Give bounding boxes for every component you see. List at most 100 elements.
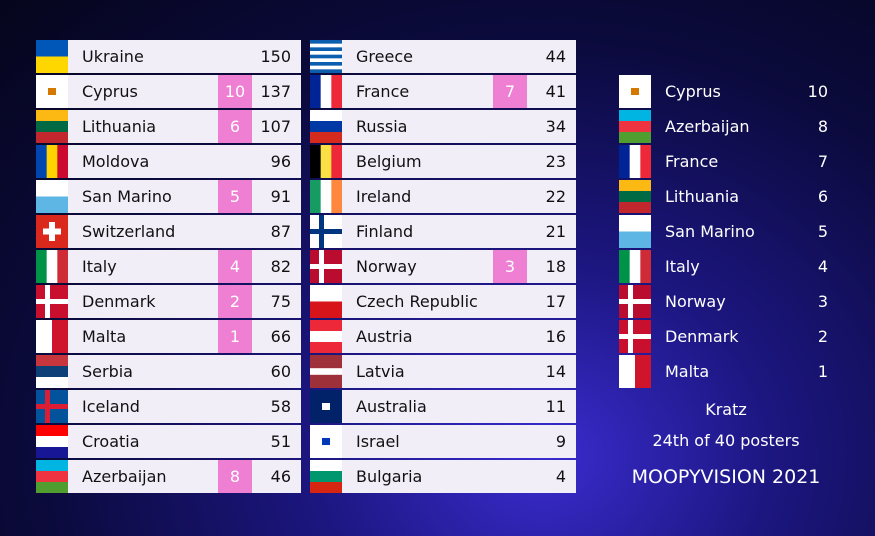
total-score: 23 [545,152,566,171]
footer-title: MOOPYVISION 2021 [631,466,821,488]
country-name: Lithuania [665,187,740,206]
score-row: Norway 3 18 [310,250,576,283]
flag [619,320,651,353]
total-score: 16 [545,327,566,346]
flag [36,460,68,493]
total-score: 14 [545,362,566,381]
flag [36,250,68,283]
total-score: 150 [260,47,291,66]
score-row: Malta 1 66 [36,320,301,353]
flag [619,355,651,388]
points-received: 4 [218,250,252,283]
flag [310,110,342,143]
points-given: 5 [817,222,828,241]
score-row: France 7 41 [310,75,576,108]
flag [310,285,342,318]
score-row: Croatia 51 [36,425,301,458]
points-received: 6 [218,110,252,143]
country-name: Denmark [665,327,739,346]
points-given: 2 [817,327,828,346]
country-name: Israel [356,432,400,451]
score-row: Russia 34 [310,110,576,143]
country-name: Serbia [82,362,133,381]
flag [310,40,342,73]
country-name: Belgium [356,152,422,171]
flag [36,390,68,423]
flag [36,425,68,458]
flag [36,110,68,143]
country-name: Bulgaria [356,467,423,486]
total-score: 17 [545,292,566,311]
country-name: Denmark [82,292,156,311]
total-score: 21 [545,222,566,241]
voter-name: Kratz [705,400,747,419]
flag [36,355,68,388]
points-received: 10 [218,75,252,108]
total-score: 96 [270,152,291,171]
flag [36,40,68,73]
total-score: 60 [270,362,291,381]
country-name: Norway [665,292,726,311]
score-row: Ukraine 150 [36,40,301,73]
country-name: Italy [665,257,700,276]
flag [36,145,68,178]
jury-row: Lithuania 6 [619,180,838,213]
total-score: 22 [545,187,566,206]
country-name: Azerbaijan [665,117,750,136]
score-row: Moldova 96 [36,145,301,178]
points-received: 5 [218,180,252,213]
country-name: Finland [356,222,414,241]
country-name: Norway [356,257,417,276]
total-score: 41 [545,82,566,101]
flag [36,320,68,353]
points-given: 1 [817,362,828,381]
score-row: Austria 16 [310,320,576,353]
points-received: 8 [218,460,252,493]
country-name: Italy [82,257,117,276]
flag [310,425,342,458]
country-name: Russia [356,117,408,136]
jury-row: Denmark 2 [619,320,838,353]
jury-row: Norway 3 [619,285,838,318]
country-name: Ireland [356,187,412,206]
country-name: Latvia [356,362,405,381]
flag [310,460,342,493]
score-row: Azerbaijan 8 46 [36,460,301,493]
score-row: Ireland 22 [310,180,576,213]
score-row: Iceland 58 [36,390,301,423]
flag [36,75,68,108]
country-name: Greece [356,47,413,66]
voter-rank: 24th of 40 posters [652,431,800,450]
flag [310,250,342,283]
score-row: Denmark 2 75 [36,285,301,318]
total-score: 18 [545,257,566,276]
score-row: Italy 4 82 [36,250,301,283]
score-row: Cyprus 10 137 [36,75,301,108]
total-score: 44 [545,47,566,66]
flag [619,215,651,248]
score-row: Latvia 14 [310,355,576,388]
flag [310,390,342,423]
score-row: Israel 9 [310,425,576,458]
country-name: France [356,82,410,101]
country-name: San Marino [82,187,172,206]
total-score: 137 [260,82,291,101]
total-score: 46 [270,467,291,486]
points-given: 3 [817,292,828,311]
total-score: 82 [270,257,291,276]
jury-row: Italy 4 [619,250,838,283]
total-score: 66 [270,327,291,346]
jury-row: France 7 [619,145,838,178]
flag [619,110,651,143]
country-name: Azerbaijan [82,467,167,486]
points-received: 2 [218,285,252,318]
jury-row: San Marino 5 [619,215,838,248]
score-row: Lithuania 6 107 [36,110,301,143]
country-name: France [665,152,719,171]
total-score: 75 [270,292,291,311]
total-score: 87 [270,222,291,241]
flag [310,215,342,248]
country-name: San Marino [665,222,755,241]
total-score: 51 [270,432,291,451]
